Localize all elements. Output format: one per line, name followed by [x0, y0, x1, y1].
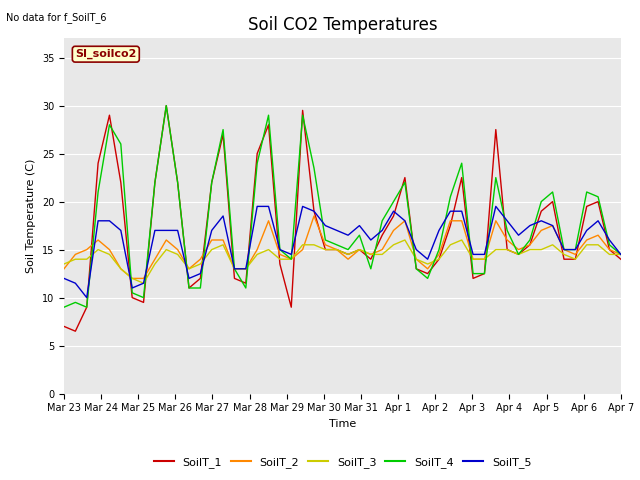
Y-axis label: Soil Temperature (C): Soil Temperature (C) [26, 159, 36, 273]
Text: No data for f_SoilT_6: No data for f_SoilT_6 [6, 12, 107, 23]
Title: Soil CO2 Temperatures: Soil CO2 Temperatures [248, 16, 437, 34]
X-axis label: Time: Time [329, 419, 356, 429]
Text: SI_soilco2: SI_soilco2 [75, 49, 136, 60]
Legend: SoilT_1, SoilT_2, SoilT_3, SoilT_4, SoilT_5: SoilT_1, SoilT_2, SoilT_3, SoilT_4, Soil… [149, 453, 536, 472]
